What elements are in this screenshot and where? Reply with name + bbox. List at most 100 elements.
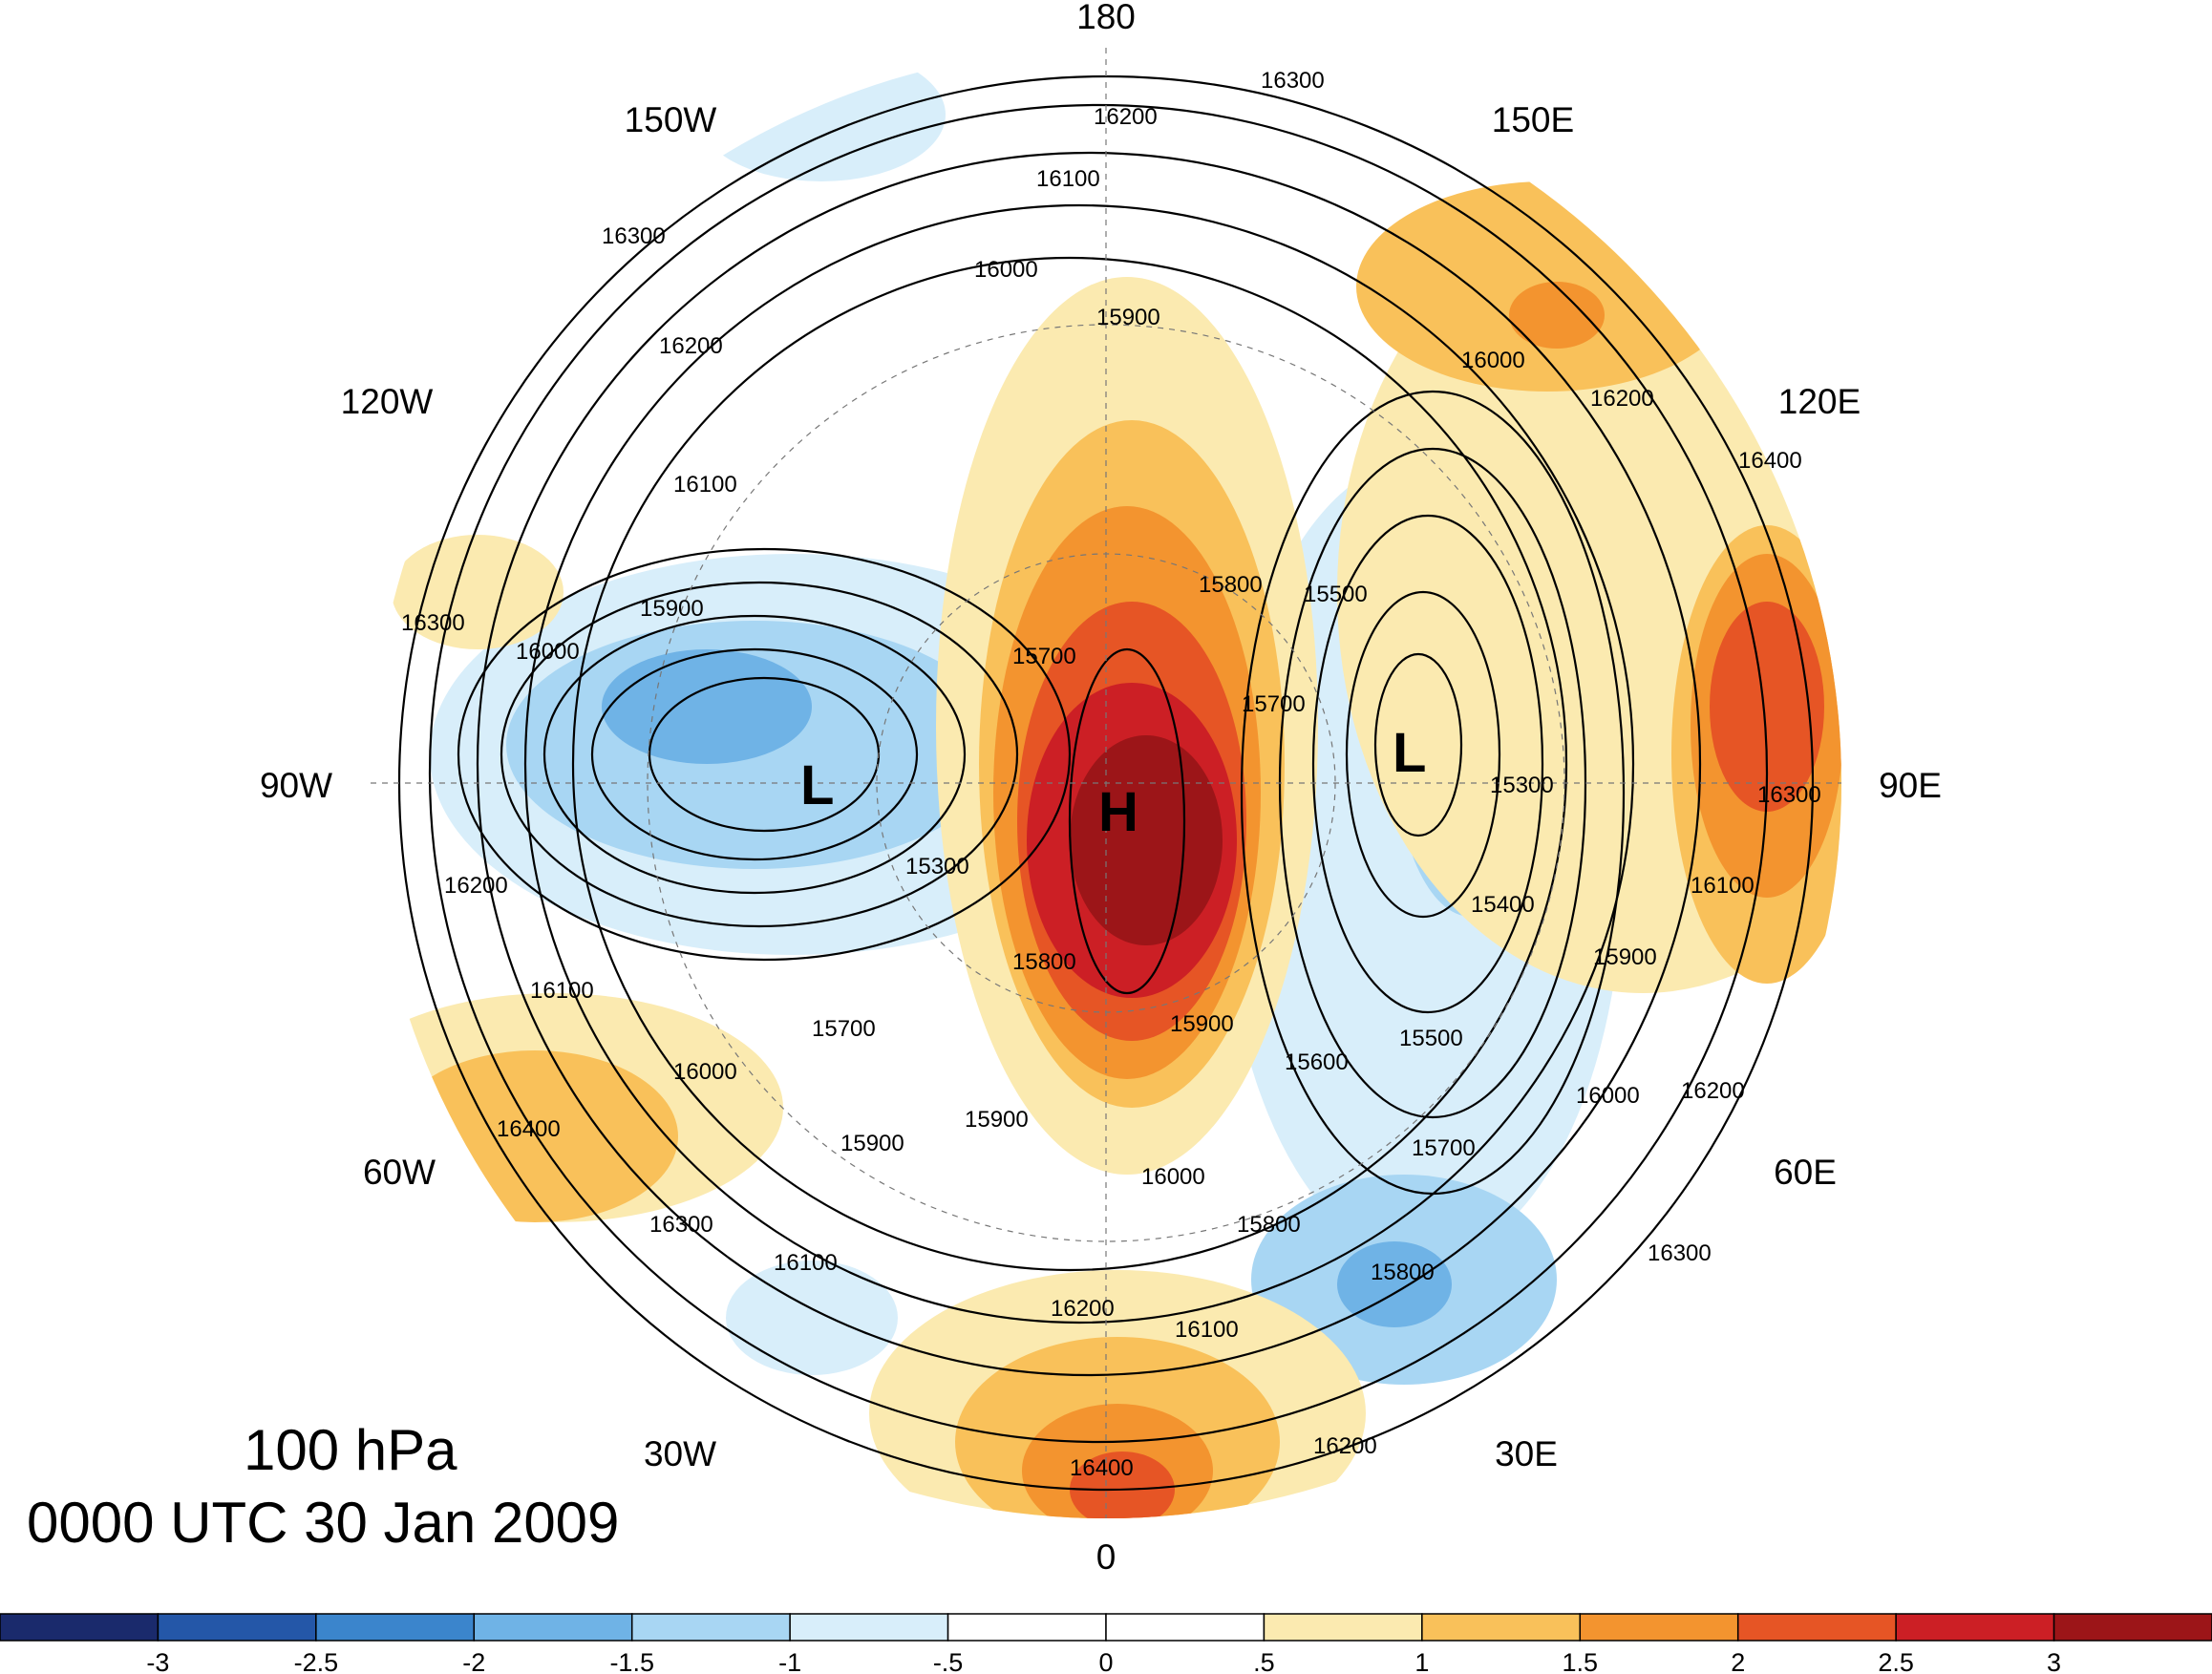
parallel bbox=[647, 324, 1565, 1242]
contour-label: 16200 bbox=[1313, 1433, 1377, 1459]
colorbar-swatch bbox=[946, 1613, 1107, 1642]
contour-label: 16100 bbox=[530, 978, 594, 1004]
colorbar-swatch bbox=[1105, 1613, 1266, 1642]
contour-label: 15900 bbox=[1593, 944, 1657, 970]
colorbar-swatch bbox=[157, 1613, 317, 1642]
height-contour bbox=[1311, 514, 1544, 1014]
low-center-label: L bbox=[1393, 722, 1426, 784]
colorbar-tick-label: -1.5 bbox=[609, 1648, 654, 1674]
parallel bbox=[876, 553, 1336, 1013]
colorbar-tick-label: -1 bbox=[778, 1648, 801, 1674]
lon-label-30e: 30E bbox=[1495, 1434, 1558, 1473]
title-valid-time: 0000 UTC 30 Jan 2009 bbox=[27, 1491, 620, 1555]
colorbar-tick-label: -3 bbox=[146, 1648, 169, 1674]
colorbar-tick-label: -2 bbox=[462, 1648, 485, 1674]
colorbar-tick-label: 3 bbox=[2047, 1648, 2061, 1674]
contour-label: 15500 bbox=[1304, 582, 1368, 607]
lon-label-150w: 150W bbox=[625, 100, 717, 139]
colorbar-tick-label: .5 bbox=[1253, 1648, 1275, 1674]
lon-label-180: 180 bbox=[1076, 0, 1136, 36]
contour-label: 16200 bbox=[1051, 1296, 1115, 1322]
anomaly-blob-polar-ridge-5 bbox=[1070, 735, 1223, 945]
contour-label: 15500 bbox=[1399, 1026, 1463, 1051]
colorbar-swatch bbox=[1263, 1613, 1423, 1642]
anomaly-shading bbox=[371, 48, 1841, 1518]
lon-label-120e: 120E bbox=[1778, 382, 1861, 421]
contour-label: 15300 bbox=[1490, 773, 1554, 798]
contour-label: 16000 bbox=[974, 257, 1038, 283]
contour-label: 16400 bbox=[497, 1116, 561, 1142]
contour-label: 16200 bbox=[659, 333, 723, 359]
low-center-label: L bbox=[800, 754, 834, 816]
lon-label-150e: 150E bbox=[1492, 100, 1574, 139]
contour-label: 16000 bbox=[1461, 348, 1525, 373]
height-contour bbox=[500, 581, 1019, 928]
contour-label: 16000 bbox=[1576, 1083, 1640, 1109]
height-contour bbox=[571, 256, 1568, 1272]
anomaly-blob-east-asia-core bbox=[1509, 282, 1605, 349]
longitude-labels: 180 150E 120E 90E 60E 30E 0 30W 60W 90W … bbox=[260, 0, 1942, 1577]
height-contour bbox=[523, 203, 1635, 1324]
height-contour bbox=[1373, 652, 1463, 837]
contour-label: 16200 bbox=[1094, 104, 1158, 130]
colorbar-tick-label: 2 bbox=[1731, 1648, 1745, 1674]
lon-label-60w: 60W bbox=[363, 1153, 436, 1192]
height-contour bbox=[542, 614, 967, 895]
lon-label-120w: 120W bbox=[341, 382, 434, 421]
contour-label: 16300 bbox=[1261, 68, 1325, 94]
colorbar-tick-label: -.5 bbox=[933, 1648, 964, 1674]
anomaly-blob-atlantic-low bbox=[726, 1261, 898, 1375]
contour-label: 16300 bbox=[1757, 782, 1821, 808]
contour-label: 15700 bbox=[1412, 1135, 1476, 1161]
contour-label: 15300 bbox=[905, 854, 969, 879]
lon-label-30w: 30W bbox=[644, 1434, 716, 1473]
colorbar-swatch bbox=[1895, 1613, 2055, 1642]
colorbar-swatch bbox=[2052, 1613, 2212, 1642]
contour-label: 15400 bbox=[1471, 892, 1535, 918]
contour-label: 15700 bbox=[812, 1016, 876, 1042]
contour-label: 16200 bbox=[1590, 386, 1654, 412]
contour-label: 15800 bbox=[1012, 949, 1076, 975]
height-contour bbox=[428, 103, 1769, 1444]
contour-label: 15900 bbox=[1096, 305, 1160, 330]
high-center-label: H bbox=[1098, 781, 1138, 843]
title-pressure-level: 100 hPa bbox=[244, 1418, 457, 1482]
contour-label: 16400 bbox=[1738, 448, 1802, 474]
contour-label: 16000 bbox=[516, 639, 580, 665]
contour-label: 15600 bbox=[1285, 1049, 1349, 1075]
colorbar-swatch bbox=[1421, 1613, 1582, 1642]
contour-label: 16200 bbox=[1681, 1078, 1745, 1104]
contour-label: 16300 bbox=[401, 610, 465, 636]
contour-label: 16200 bbox=[444, 873, 508, 899]
height-contour bbox=[476, 151, 1702, 1377]
colorbar-swatch bbox=[1736, 1613, 1897, 1642]
contour-label: 16300 bbox=[602, 223, 666, 249]
contour-label: 15700 bbox=[1242, 691, 1306, 717]
contour-label: 15800 bbox=[1199, 572, 1263, 598]
contour-label: 16100 bbox=[673, 472, 737, 498]
colorbar-tick-label: 0 bbox=[1098, 1648, 1113, 1674]
contour-label: 16400 bbox=[1070, 1455, 1134, 1481]
contour-label-group: 16300 16200 16100 16000 15900 16300 1620… bbox=[401, 68, 1821, 1481]
contour-label: 16100 bbox=[1175, 1317, 1239, 1343]
contour-label: 15900 bbox=[965, 1107, 1029, 1133]
contour-label: 16000 bbox=[1141, 1164, 1205, 1190]
lon-label-60e: 60E bbox=[1774, 1153, 1837, 1192]
contour-label: 16100 bbox=[774, 1250, 838, 1276]
contour-label: 16100 bbox=[1691, 873, 1755, 899]
colorbar-swatch bbox=[630, 1613, 791, 1642]
colorbar-swatch bbox=[315, 1613, 476, 1642]
contour-label: 15700 bbox=[1012, 644, 1076, 669]
height-contour bbox=[1240, 390, 1626, 1196]
contour-label: 16100 bbox=[1036, 166, 1100, 192]
contour-label: 16300 bbox=[1648, 1240, 1712, 1266]
colorbar-swatch bbox=[0, 1613, 160, 1642]
anomaly-blob-pacific-low bbox=[697, 48, 946, 181]
colorbar-tick-label: 1 bbox=[1414, 1648, 1429, 1674]
colorbar-swatch bbox=[789, 1613, 949, 1642]
contour-label: 16000 bbox=[673, 1059, 737, 1085]
contour-label: 15900 bbox=[1170, 1011, 1234, 1037]
lon-label-90e: 90E bbox=[1879, 766, 1942, 805]
colorbar-swatch bbox=[1579, 1613, 1739, 1642]
